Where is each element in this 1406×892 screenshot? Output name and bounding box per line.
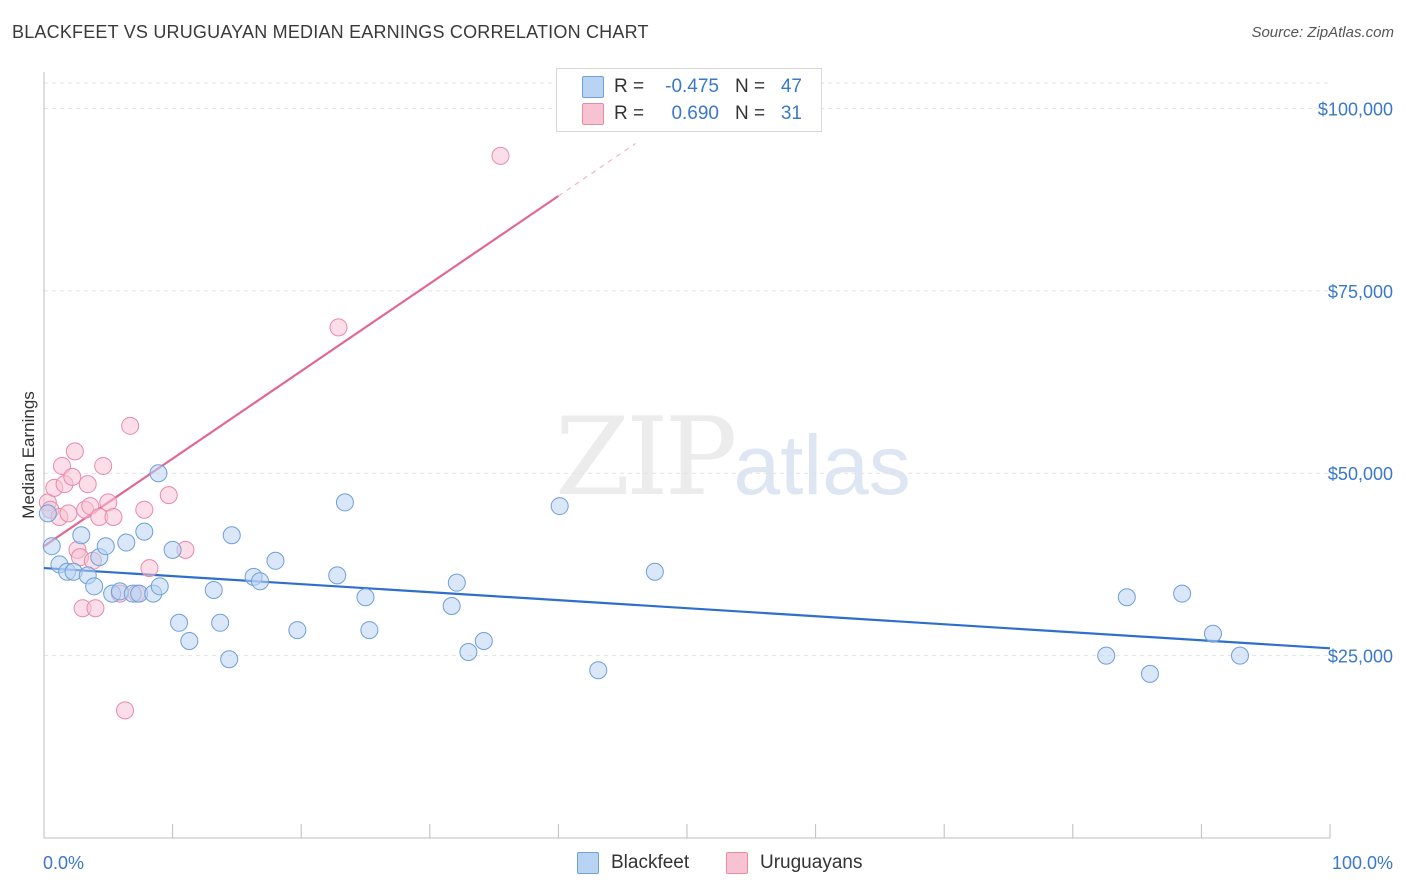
data-point-blackfeet xyxy=(42,537,61,556)
label-layer: $25,000 $50,000 $75,000 $100,000 0.0% 100.0% M… xyxy=(19,99,1393,873)
series-legend: Blackfeet Uruguayans xyxy=(0,852,1406,876)
watermark-zip: ZIP xyxy=(555,395,737,520)
watermark: ZIPatlas xyxy=(555,395,911,520)
legend-r-label: R = xyxy=(614,76,645,97)
data-point-blackfeet xyxy=(96,537,115,556)
data-point-blackfeet xyxy=(288,621,307,640)
legend-n-value: 31 xyxy=(780,103,802,124)
trend-layer xyxy=(43,142,1331,650)
data-point-blackfeet xyxy=(150,577,169,596)
data-point-blackfeet xyxy=(204,580,223,599)
data-point-blackfeet xyxy=(85,577,104,596)
data-point-blackfeet xyxy=(356,588,375,607)
legend-row-uruguayans: R = 0.690 N = 31 xyxy=(557,100,821,128)
axis-layer xyxy=(43,72,1331,839)
data-point-blackfeet xyxy=(211,613,230,632)
data-point-blackfeet xyxy=(459,642,478,661)
data-point-uruguayans xyxy=(63,467,82,486)
data-point-blackfeet xyxy=(170,613,189,632)
data-point-uruguayans xyxy=(86,599,105,618)
data-point-uruguayans xyxy=(329,318,348,337)
data-point-uruguayans xyxy=(135,500,154,519)
data-point-blackfeet xyxy=(135,522,154,541)
data-point-blackfeet xyxy=(222,526,241,545)
y-tick-label: $75,000 xyxy=(1328,282,1393,302)
legend-swatch-uruguayans xyxy=(582,103,604,125)
data-point-blackfeet xyxy=(180,632,199,651)
data-point-blackfeet xyxy=(550,497,569,516)
legend-label-blackfeet: Blackfeet xyxy=(611,852,690,873)
data-point-blackfeet xyxy=(220,650,239,669)
legend-n-label: N = xyxy=(735,103,766,124)
y-tick-label: $25,000 xyxy=(1328,647,1393,667)
data-point-blackfeet xyxy=(1140,664,1159,683)
data-point-blackfeet xyxy=(163,540,182,559)
legend-item-uruguayans[interactable]: Uruguayans xyxy=(726,852,862,874)
data-point-blackfeet xyxy=(335,493,354,512)
data-point-uruguayans xyxy=(159,486,178,505)
legend-row-blackfeet: R = -0.475 N = 47 xyxy=(557,73,821,101)
data-point-blackfeet xyxy=(645,562,664,581)
source-label: Source: ZipAtlas.com xyxy=(1251,24,1394,41)
data-point-blackfeet xyxy=(360,621,379,640)
data-point-blackfeet xyxy=(328,566,347,585)
y-tick-label: $100,000 xyxy=(1318,99,1393,119)
chart-title: BLACKFEET VS URUGUAYAN MEDIAN EARNINGS C… xyxy=(12,22,649,42)
legend-r-value: 0.690 xyxy=(671,103,719,124)
data-point-blackfeet xyxy=(266,551,285,570)
data-point-blackfeet xyxy=(474,632,493,651)
x-tick-label: 100.0% xyxy=(1332,853,1393,873)
grid-layer xyxy=(44,82,1330,657)
trendline-uruguayans xyxy=(43,195,560,548)
data-point-uruguayans xyxy=(121,416,140,435)
x-tick-label: 0.0% xyxy=(43,853,84,873)
data-point-blackfeet xyxy=(447,573,466,592)
legend-swatch-blackfeet xyxy=(582,76,604,98)
data-point-uruguayans xyxy=(65,442,84,461)
watermark-atlas: atlas xyxy=(733,418,911,512)
data-point-blackfeet xyxy=(1097,646,1116,665)
data-point-uruguayans xyxy=(59,504,78,523)
data-point-uruguayans xyxy=(53,456,72,475)
legend-label-uruguayans: Uruguayans xyxy=(760,852,863,873)
legend-swatch-blackfeet xyxy=(577,852,599,874)
legend-n-value: 47 xyxy=(780,76,802,97)
legend-r-value: -0.475 xyxy=(665,76,719,97)
data-point-blackfeet xyxy=(1203,624,1222,643)
data-point-blackfeet xyxy=(442,597,461,616)
data-point-blackfeet xyxy=(1173,584,1192,603)
data-point-blackfeet xyxy=(117,533,136,552)
legend-item-blackfeet[interactable]: Blackfeet xyxy=(577,852,689,874)
data-point-blackfeet xyxy=(72,526,91,545)
data-point-blackfeet xyxy=(1230,646,1249,665)
data-point-blackfeet xyxy=(38,504,57,523)
data-point-blackfeet xyxy=(1117,588,1136,607)
data-point-uruguayans xyxy=(140,559,159,578)
y-tick-label: $50,000 xyxy=(1328,464,1393,484)
data-point-blackfeet xyxy=(589,661,608,680)
trendline-blackfeet xyxy=(43,566,1331,650)
legend-swatch-uruguayans xyxy=(726,852,748,874)
correlation-legend: R = -0.475 N = 47 R = 0.690 N = 31 xyxy=(556,68,822,132)
legend-n-label: N = xyxy=(735,76,766,97)
data-point-blackfeet xyxy=(251,572,270,591)
data-point-blackfeet xyxy=(149,464,168,483)
data-point-uruguayans xyxy=(78,475,97,494)
points-layer xyxy=(38,146,1249,720)
data-point-uruguayans xyxy=(491,146,510,165)
legend-r-label: R = xyxy=(614,103,645,124)
trendline-uruguayans-extension xyxy=(558,142,636,197)
data-point-uruguayans xyxy=(104,508,123,527)
data-point-uruguayans xyxy=(94,456,113,475)
data-point-uruguayans xyxy=(116,701,135,720)
y-axis-label: Median Earnings xyxy=(19,391,38,519)
